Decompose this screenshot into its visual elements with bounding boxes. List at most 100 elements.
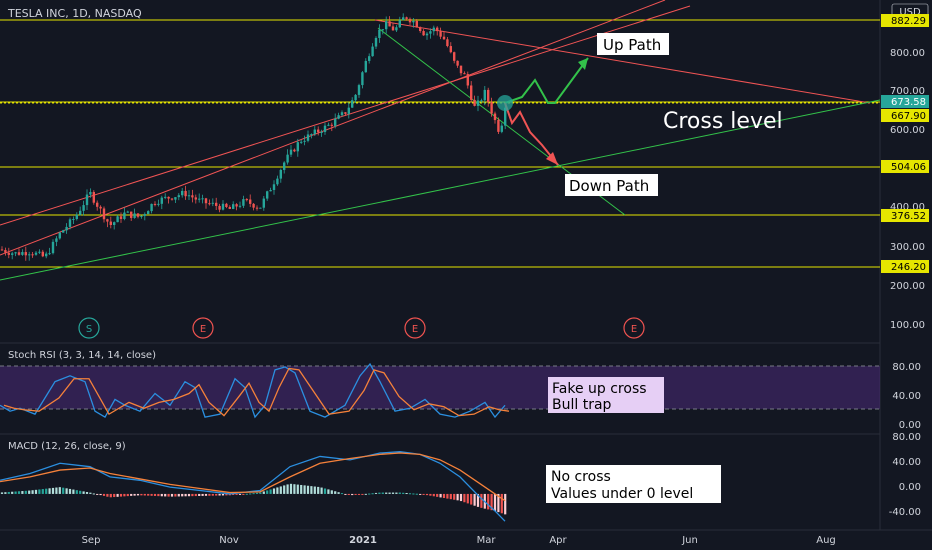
candle-body — [24, 252, 27, 256]
candle-body — [177, 195, 180, 198]
red-channel-lower[interactable] — [0, 0, 666, 256]
macd-histogram-bar — [72, 489, 75, 494]
candle-body — [272, 184, 276, 190]
macd-histogram-bar — [82, 491, 85, 494]
down-path-box[interactable] — [565, 174, 658, 196]
event-earnings-marker-1[interactable] — [192, 317, 214, 339]
macd-histogram-bar — [17, 491, 21, 494]
candle-body — [371, 46, 374, 57]
macd-histogram-bar — [0, 492, 4, 494]
price-axis[interactable]: 800.00 700.00 600.00 400.00 300.00 200.0… — [881, 14, 929, 331]
rsi-band — [0, 366, 880, 409]
badge-246-label: 246.20 — [891, 262, 926, 273]
macd-histogram-bar — [449, 493, 452, 500]
candle-body — [262, 198, 265, 208]
candle-body — [153, 203, 157, 205]
candle-body — [449, 46, 452, 53]
event-split-marker[interactable] — [78, 317, 100, 339]
macd-histogram-bar — [436, 493, 439, 497]
macd-histogram-bar — [38, 489, 41, 494]
candle-body — [140, 215, 143, 217]
time-axis[interactable]: Sep Nov 2021 Mar Apr Jun Aug — [82, 535, 836, 546]
up-path-arrow[interactable] — [504, 57, 589, 104]
candle-body — [446, 39, 449, 47]
macd-histogram-bar — [262, 491, 265, 494]
candle-body — [201, 198, 204, 200]
stoch-rsi-label[interactable]: Stoch RSI (3, 3, 14, 14, close) — [8, 350, 156, 361]
macd-histogram-bar — [283, 485, 286, 494]
macd-histogram-bar — [34, 489, 38, 494]
candle-body — [38, 251, 41, 253]
candle-body — [167, 196, 170, 199]
macd-histogram-bar — [388, 492, 391, 494]
candle-body — [170, 198, 174, 200]
price-tick-400: 400.00 — [890, 202, 925, 213]
candle-body — [293, 149, 296, 152]
macd-histogram-bar — [126, 493, 129, 497]
green-support-line[interactable] — [0, 99, 881, 281]
macd-histogram-bar — [310, 486, 313, 494]
candle-body — [497, 120, 500, 132]
macd-histogram-bar — [143, 493, 146, 496]
macd-histogram-bar — [412, 493, 415, 495]
candle-body — [334, 118, 337, 126]
macd-histogram-bar — [439, 493, 442, 498]
candle-body — [113, 222, 116, 225]
cross-point-marker[interactable] — [497, 95, 513, 111]
macd-histogram-bar — [391, 492, 395, 494]
candle-body — [422, 30, 425, 36]
down-path-arrowhead — [546, 152, 558, 165]
candle-body — [347, 107, 350, 114]
macd-histogram-bar — [340, 493, 344, 495]
macd-histogram-bar — [11, 491, 14, 494]
macd-histogram-bar — [378, 492, 381, 494]
macd-histogram-bar — [235, 493, 238, 495]
stoch-k-line — [0, 362, 506, 419]
candle-body — [480, 100, 483, 102]
price-tick-600: 600.00 — [890, 125, 925, 136]
macd-histogram-bar — [476, 493, 480, 507]
candle-body — [323, 125, 327, 132]
macd-histogram-bar — [48, 488, 51, 494]
time-label-2021: 2021 — [349, 535, 377, 546]
candle-body — [276, 178, 279, 185]
candle-body — [211, 202, 214, 204]
macd-histogram-bar — [55, 487, 58, 494]
macd-label[interactable]: MACD (12, 26, close, 9) — [8, 441, 126, 452]
macd-histogram-bar — [300, 484, 303, 494]
event-earnings-marker-2[interactable] — [404, 317, 426, 339]
candle-body — [483, 89, 486, 101]
candle-body — [398, 20, 401, 28]
macd-histogram-bar — [429, 493, 432, 496]
macd-histogram-bar — [466, 493, 469, 504]
macd-lines — [0, 451, 507, 522]
macd-histogram-bar — [422, 493, 425, 495]
up-path-box[interactable] — [597, 33, 669, 55]
macd-histogram-bar — [228, 493, 231, 496]
macd-histogram-bar — [41, 489, 44, 494]
candle-body — [487, 89, 490, 103]
candle-body — [340, 112, 344, 116]
macd-histogram-bar — [419, 493, 422, 495]
rsi-note-box[interactable] — [548, 377, 664, 413]
event-earnings-marker-3[interactable] — [623, 317, 645, 339]
candle-body — [289, 149, 293, 155]
candle-body — [419, 27, 422, 31]
candle-body — [402, 17, 405, 21]
candle-body — [415, 20, 418, 28]
candle-body — [405, 17, 408, 19]
time-label-jun: Jun — [681, 535, 698, 546]
candle-body — [21, 252, 24, 255]
candle-body — [259, 207, 262, 209]
macd-histogram-bar — [470, 493, 473, 505]
macd-histogram-bar — [150, 493, 153, 496]
badge-current-label: 673.58 — [891, 97, 926, 108]
candle-body — [442, 36, 446, 40]
down-path-arrow[interactable] — [504, 102, 559, 166]
candle-body — [252, 203, 255, 208]
macd-note-box[interactable] — [546, 465, 721, 503]
red-descending-line[interactable] — [374, 19, 871, 104]
macd-histogram-bar — [368, 493, 371, 495]
candle-body — [476, 100, 480, 106]
